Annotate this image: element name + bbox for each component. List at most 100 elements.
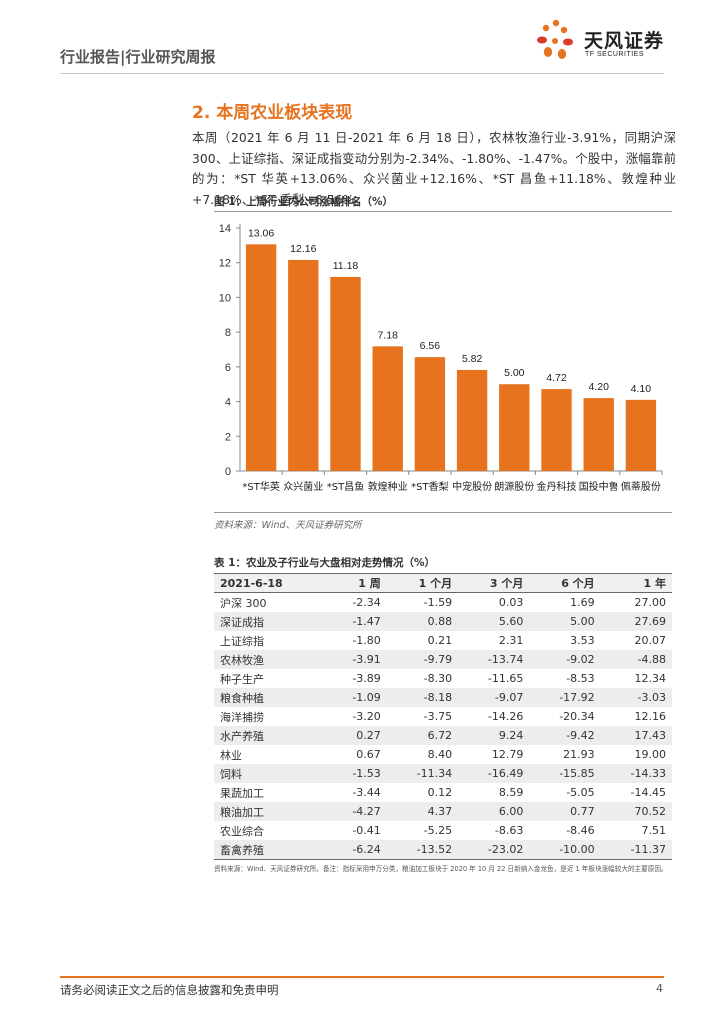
table-cell: -11.37 — [600, 840, 672, 860]
table-header-cell: 1 周 — [326, 573, 387, 593]
table-cell: -14.45 — [630, 786, 666, 799]
table-cell: -3.20 — [352, 710, 381, 723]
bar — [625, 399, 657, 471]
footer-divider — [60, 976, 664, 978]
bar — [456, 369, 488, 471]
logo-subtitle: TF SECURITIES — [585, 51, 645, 58]
bar — [288, 259, 319, 471]
figure-top-rule — [214, 211, 672, 212]
table-cell: 8.40 — [427, 748, 453, 761]
table-cell: -2.34 — [352, 596, 381, 609]
table-row: 林业 0.67 8.40 12.79 21.93 19.00 — [214, 745, 672, 764]
table-header-cell: 6 个月 — [529, 573, 601, 593]
y-tick-label: 14 — [219, 223, 231, 235]
table-row-label: 种子生产 — [220, 672, 264, 686]
table-header-cell: 1 年 — [600, 573, 672, 593]
table-row-label: 林业 — [220, 748, 242, 762]
table-cell: 0.67 — [356, 748, 381, 761]
table-cell: -8.30 — [423, 672, 453, 685]
bar — [583, 398, 614, 471]
table-row: 农林牧渔 -3.91 -9.79 -13.74 -9.02 -4.88 — [214, 650, 672, 669]
table-cell: 12.79 — [491, 748, 524, 761]
y-tick-label: 2 — [225, 431, 231, 443]
bar — [245, 244, 277, 471]
logo-wordmark: 天风证券 — [584, 30, 665, 52]
table-cell: -15.85 — [529, 764, 601, 783]
category-label: *ST昌鱼 — [327, 480, 364, 493]
table-row: 种子生产 -3.89 -8.30 -11.65 -8.53 12.34 — [214, 669, 672, 688]
table-row-label: 粮食种植 — [214, 688, 326, 707]
table-row: 深证成指 -1.47 0.88 5.60 5.00 27.69 — [214, 612, 672, 631]
table-row: 水产养殖 0.27 6.72 9.24 -9.42 17.43 — [214, 726, 672, 745]
table-row-label: 海洋捕捞 — [220, 710, 264, 724]
header-divider — [60, 73, 664, 74]
y-tick-label: 12 — [219, 258, 231, 270]
report-header-title: 行业报告|行业研究周报 — [60, 48, 216, 66]
table-cell: -13.74 — [458, 650, 530, 669]
tf-securities-logo-icon — [537, 19, 573, 59]
table-cell: -20.34 — [559, 710, 595, 723]
category-label: 敦煌种业 — [368, 480, 408, 493]
table-title: 表 1：农业及子行业与大盘相对走势情况（%） — [214, 557, 435, 569]
table-cell: -6.24 — [326, 840, 387, 860]
table-cell: 0.77 — [529, 802, 601, 821]
table-cell: 7.51 — [641, 824, 667, 837]
table-row: 粮食种植 -1.09 -8.18 -9.07 -17.92 -3.03 — [214, 688, 672, 707]
table-row-label: 上证综指 — [220, 634, 264, 648]
table-row-label: 饲料 — [214, 764, 326, 783]
table-cell: -4.27 — [326, 802, 387, 821]
table-row-label: 水产养殖 — [214, 726, 326, 745]
bar — [414, 357, 446, 471]
bar-value-label: 5.00 — [504, 367, 525, 379]
table-cell: -1.09 — [326, 688, 387, 707]
table-cell: 0.03 — [498, 596, 524, 609]
y-tick-label: 8 — [225, 327, 231, 339]
page-number: 4 — [656, 982, 663, 995]
category-label: *ST华英 — [242, 480, 279, 493]
table-cell: -13.52 — [386, 840, 459, 860]
table-cell: 6.72 — [386, 726, 459, 745]
table-cell: -8.46 — [566, 824, 595, 837]
table-cell: -1.80 — [352, 634, 381, 647]
y-tick-label: 0 — [225, 466, 231, 478]
table-cell: -1.59 — [423, 596, 453, 609]
category-label: 中宠股份 — [452, 480, 492, 493]
table-row-label: 农林牧渔 — [214, 650, 326, 669]
table-row-label: 农业综合 — [220, 824, 264, 838]
table-cell: -14.26 — [487, 710, 524, 723]
figure-title: 图 1：上周行业内公司涨幅排名（%） — [214, 196, 393, 208]
table-cell: 17.43 — [600, 726, 672, 745]
table-header-cell: 2021-6-18 — [214, 573, 326, 593]
category-label: 国投中鲁 — [579, 480, 619, 493]
table-cell: -8.53 — [566, 672, 595, 685]
bar — [372, 346, 403, 471]
table-cell: 70.52 — [600, 802, 672, 821]
table-row: 农业综合 -0.41 -5.25 -8.63 -8.46 7.51 — [214, 821, 672, 840]
bar — [541, 389, 572, 471]
y-tick-label: 4 — [225, 397, 231, 409]
table-cell: 0.12 — [427, 786, 453, 799]
section-paragraph: 本周（2021 年 6 月 11 日-2021 年 6 月 18 日），农林牧渔… — [192, 130, 676, 207]
figure-source: 资料来源：Wind、天风证券研究所 — [214, 520, 362, 531]
table-cell: -10.00 — [529, 840, 601, 860]
table-cell: 27.69 — [600, 612, 672, 631]
table-row: 粮油加工 -4.27 4.37 6.00 0.77 70.52 — [214, 802, 672, 821]
table-cell: 5.00 — [529, 612, 601, 631]
table-cell: -8.63 — [494, 824, 524, 837]
table-row: 饲料 -1.53 -11.34 -16.49 -15.85 -14.33 — [214, 764, 672, 783]
table-cell: -3.03 — [600, 688, 672, 707]
table-cell: -3.44 — [352, 786, 381, 799]
table-cell: 0.88 — [386, 612, 459, 631]
table-cell: 2.31 — [498, 634, 524, 647]
table-cell: -1.47 — [326, 612, 387, 631]
bar-value-label: 5.82 — [462, 353, 483, 365]
figure-bottom-rule — [214, 512, 672, 513]
table-cell: -5.05 — [566, 786, 595, 799]
table-header-row: 2021-6-18 1 周 1 个月 3 个月 6 个月 1 年 — [214, 573, 672, 593]
table-header-cell: 3 个月 — [458, 573, 530, 593]
table-row-label: 畜禽养殖 — [214, 840, 326, 860]
bar-value-label: 13.06 — [248, 227, 274, 239]
bar-value-label: 4.10 — [631, 383, 652, 395]
table-cell: -11.65 — [487, 672, 524, 685]
y-tick-label: 10 — [219, 292, 231, 304]
